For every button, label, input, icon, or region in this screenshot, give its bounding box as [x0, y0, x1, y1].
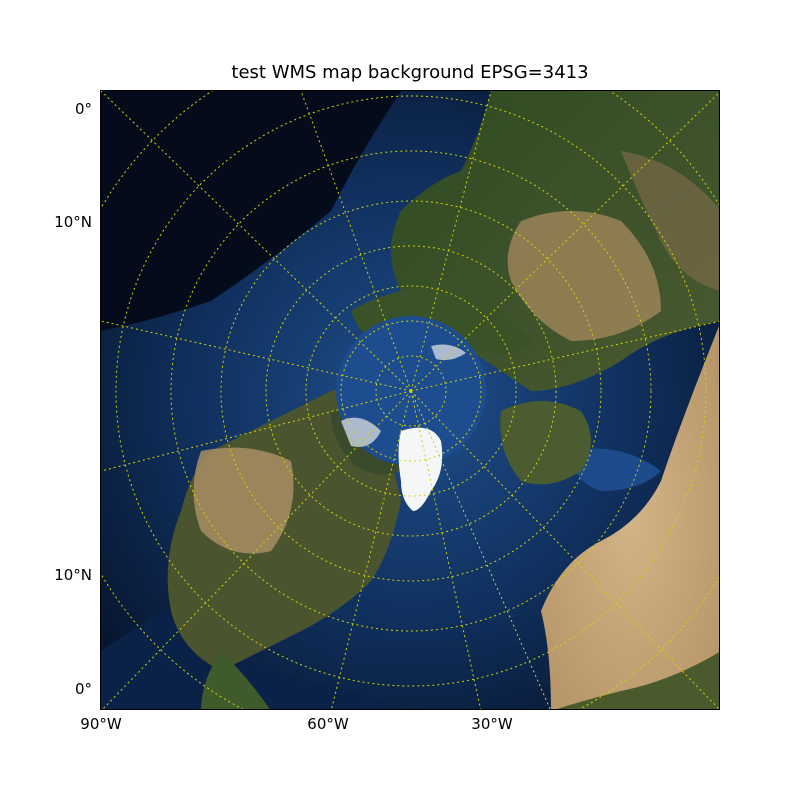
- land-steppe: [507, 211, 661, 341]
- lat-label-top-0: 0°: [74, 100, 92, 118]
- deep-ocean: [101, 91, 401, 331]
- land-europe: [500, 401, 591, 485]
- land-central-america: [201, 651, 270, 709]
- land-svalbard: [431, 344, 466, 361]
- map-frame[interactable]: [100, 90, 720, 710]
- land-central-asia: [621, 151, 719, 291]
- lat-label-bottom-0: 0°: [74, 680, 92, 698]
- map-title: test WMS map background EPSG=3413: [231, 62, 589, 83]
- land-sahel: [557, 652, 719, 709]
- lon-label-90w: 90°W: [80, 715, 122, 733]
- land-snow-islands: [341, 417, 381, 447]
- land-greenland: [398, 427, 443, 511]
- lon-label-30w: 30°W: [471, 715, 513, 733]
- graticule-parallels: [101, 91, 719, 709]
- deep-ocean-south: [101, 611, 397, 709]
- lat-label-10n-upper: 10°N: [54, 213, 92, 231]
- lon-label-60w: 60°W: [307, 715, 349, 733]
- sea-mediterranean: [571, 448, 661, 491]
- land-africa: [541, 326, 719, 709]
- land-plains: [193, 447, 294, 554]
- map-canvas: [101, 91, 719, 709]
- lat-label-10n-lower: 10°N: [54, 566, 92, 584]
- graticule-meridians: [101, 91, 719, 709]
